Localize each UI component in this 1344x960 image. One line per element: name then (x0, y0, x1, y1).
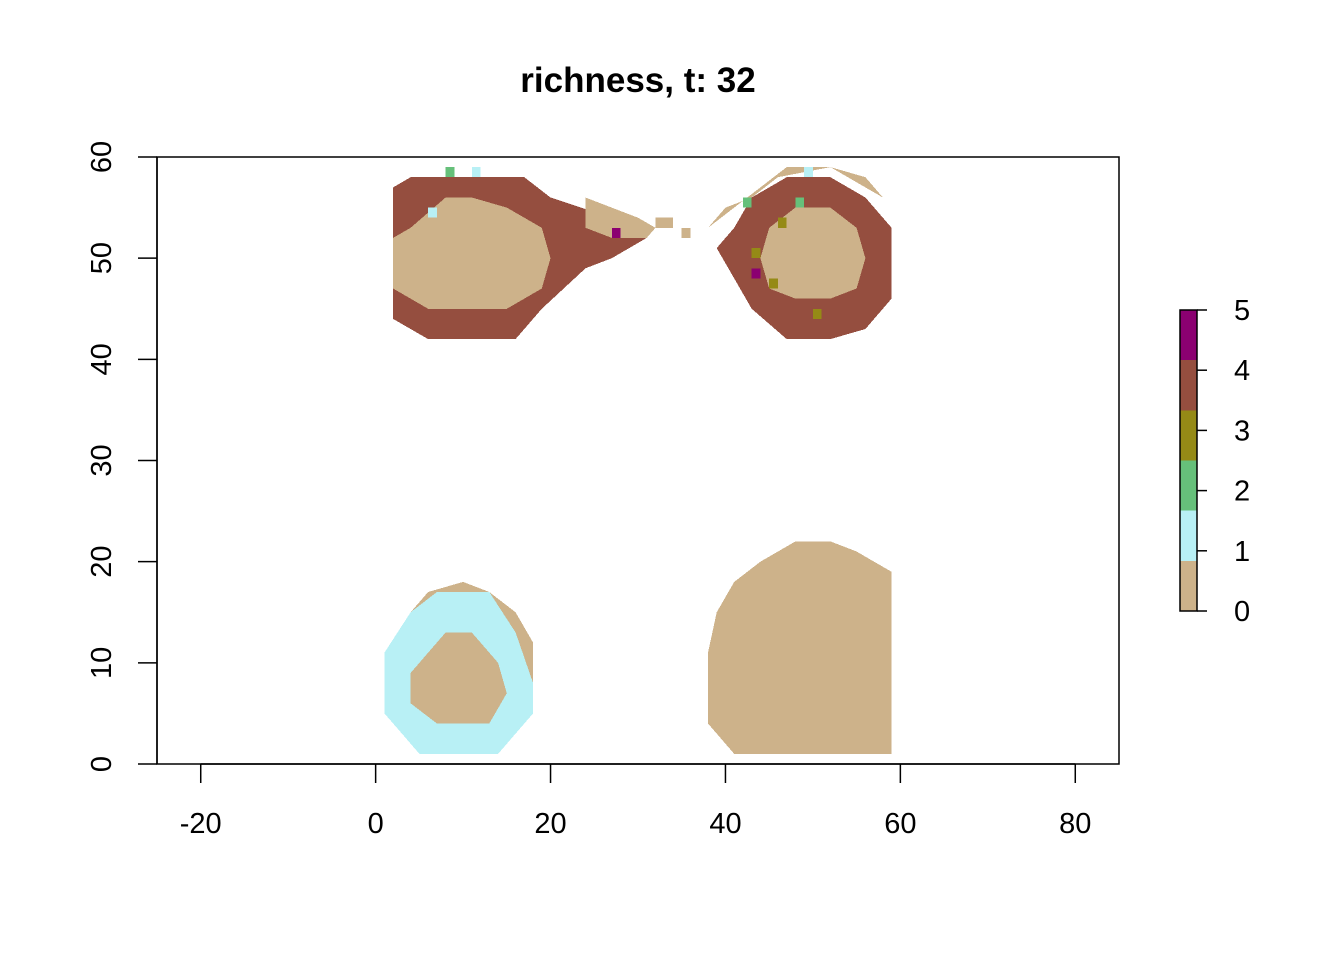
y-tick-label: 0 (86, 756, 118, 772)
cell-11-value-3 (812, 308, 822, 319)
legend-swatch-3 (1180, 410, 1197, 461)
y-tick-label: 20 (86, 546, 118, 578)
y-tick-label: 60 (86, 141, 118, 173)
cell-8-value-3 (751, 248, 761, 259)
cell-6-value-2 (795, 197, 805, 208)
raster-cells (384, 167, 892, 754)
legend-label: 5 (1234, 295, 1250, 327)
region-10-value-0 (655, 217, 665, 228)
x-tick-label: 80 (1059, 808, 1091, 840)
x-tick-label: 0 (368, 808, 384, 840)
legend-label: 0 (1234, 596, 1250, 628)
cell-0-value-2 (445, 167, 455, 178)
legend-label: 3 (1234, 415, 1250, 447)
cell-10-value-3 (769, 278, 778, 289)
x-axis: -20 0 20 40 60 80 (180, 763, 1091, 840)
region-5-value-0 (760, 207, 866, 299)
region-9-value-0 (708, 541, 892, 754)
y-tick-label: 10 (86, 647, 118, 679)
legend-swatch-5 (1180, 310, 1197, 361)
legend-swatch-0 (1180, 560, 1197, 611)
cell-2-value-1 (428, 207, 437, 218)
plot-frame (156, 156, 1120, 765)
y-tick-label: 50 (86, 242, 118, 274)
legend-label: 4 (1234, 355, 1250, 387)
color-legend: 0 1 2 3 4 5 (1179, 295, 1250, 628)
legend-swatch-4 (1180, 360, 1197, 411)
region-8-value-0 (410, 632, 507, 724)
chart-title: richness, t: 32 (520, 61, 755, 100)
cell-9-value-5 (751, 268, 761, 279)
y-tick-label: 40 (86, 343, 118, 375)
y-axis: 0 10 20 30 40 50 60 (86, 141, 158, 772)
cell-3-value-5 (611, 227, 621, 238)
legend-frame (1179, 309, 1198, 612)
cell-1-value-1 (471, 167, 481, 178)
x-tick-label: 60 (884, 808, 916, 840)
legend-swatch-1 (1180, 510, 1197, 561)
cell-4-value-1 (804, 167, 813, 178)
cell-12-value-0 (664, 217, 673, 228)
y-tick-label: 30 (86, 444, 118, 476)
legend-swatch-2 (1180, 460, 1197, 511)
cell-5-value-2 (742, 197, 752, 208)
region-2-value-0 (393, 197, 551, 309)
x-tick-label: 40 (709, 808, 741, 840)
x-tick-label: 20 (534, 808, 566, 840)
cell-13-value-0 (681, 227, 691, 238)
cell-7-value-3 (777, 217, 787, 228)
region-1-value-0 (585, 197, 656, 238)
legend-label: 1 (1234, 536, 1250, 568)
legend-label: 2 (1234, 476, 1250, 508)
x-tick-label: -20 (180, 808, 222, 840)
